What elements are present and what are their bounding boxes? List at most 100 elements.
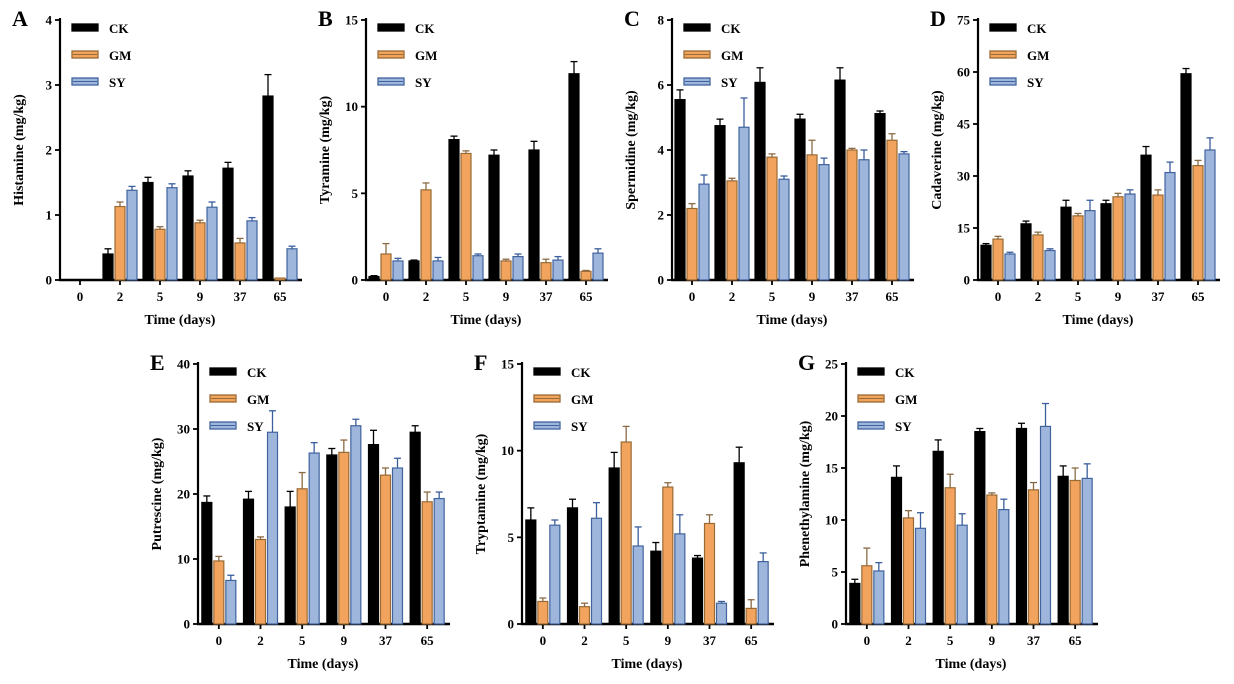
svg-text:2: 2: [423, 289, 430, 304]
svg-text:GM: GM: [1027, 48, 1049, 63]
svg-text:SY: SY: [1027, 75, 1044, 90]
svg-text:2: 2: [581, 633, 588, 648]
panel-letter-e: E: [150, 350, 165, 375]
svg-text:0: 0: [383, 289, 390, 304]
bottom-row: E 0 10 20 30 40 Putrescine (mg/kg) 0 2 5 9 37 65 Tim…: [148, 348, 1106, 682]
panel-letter-b: B: [318, 6, 333, 31]
svg-text:0: 0: [995, 289, 1002, 304]
svg-text:5: 5: [157, 289, 164, 304]
svg-text:9: 9: [503, 289, 510, 304]
svg-text:37: 37: [1152, 289, 1166, 304]
svg-text:0: 0: [46, 273, 53, 288]
svg-text:SY: SY: [721, 75, 738, 90]
chart-putrescine: 0 10 20 30 40 Putrescine (mg/kg) 0 2 5 9 37 65 Time …: [150, 357, 450, 672]
svg-text:37: 37: [846, 289, 860, 304]
svg-text:CK: CK: [415, 21, 435, 36]
svg-text:Time (days): Time (days): [1063, 313, 1134, 328]
svg-text:5: 5: [832, 565, 839, 580]
svg-text:37: 37: [540, 289, 554, 304]
panel-spermidine: C 0 2 4 6 8 Spermidine (mg/kg) 0 2 5 9 37 65 Time (d…: [622, 4, 922, 338]
svg-text:9: 9: [665, 633, 672, 648]
svg-text:Spermidine (mg/kg): Spermidine (mg/kg): [624, 90, 639, 210]
panel-letter-a: A: [12, 6, 28, 31]
svg-text:Time (days): Time (days): [612, 657, 683, 672]
panel-putrescine: E 0 10 20 30 40 Putrescine (mg/kg) 0 2 5 9 37 65 Tim…: [148, 348, 458, 682]
svg-text:5: 5: [299, 633, 306, 648]
chart-spermidine: 0 2 4 6 8 Spermidine (mg/kg) 0 2 5 9 37 65 Time (day…: [624, 13, 914, 328]
svg-text:Phenethylamine (mg/kg): Phenethylamine (mg/kg): [798, 420, 813, 567]
svg-text:0: 0: [658, 273, 665, 288]
svg-text:10: 10: [825, 513, 838, 528]
svg-text:37: 37: [234, 289, 248, 304]
svg-text:9: 9: [989, 633, 996, 648]
svg-text:65: 65: [745, 633, 759, 648]
svg-text:0: 0: [689, 289, 696, 304]
svg-text:GM: GM: [571, 392, 593, 407]
svg-text:0: 0: [508, 617, 515, 632]
svg-text:2: 2: [905, 633, 912, 648]
panel-letter-f: F: [474, 350, 488, 375]
svg-text:5: 5: [623, 633, 630, 648]
svg-text:0: 0: [964, 273, 971, 288]
chart-cadaverine: 0 15 30 45 60 75 Cadaverine (mg/kg) 0 2 5 9 37 65 Tim…: [930, 13, 1220, 328]
svg-text:0: 0: [540, 633, 547, 648]
svg-text:37: 37: [1027, 633, 1041, 648]
svg-text:2: 2: [117, 289, 124, 304]
svg-text:37: 37: [379, 633, 393, 648]
svg-text:Time (days): Time (days): [451, 313, 522, 328]
svg-text:65: 65: [274, 289, 288, 304]
svg-text:CK: CK: [721, 21, 741, 36]
svg-text:2: 2: [46, 143, 53, 158]
svg-text:Time (days): Time (days): [757, 313, 828, 328]
svg-text:CK: CK: [247, 365, 267, 380]
svg-text:5: 5: [947, 633, 954, 648]
svg-text:65: 65: [421, 633, 435, 648]
svg-text:SY: SY: [895, 419, 912, 434]
svg-text:Tyramine (mg/kg): Tyramine (mg/kg): [318, 96, 333, 205]
svg-text:15: 15: [957, 221, 971, 236]
svg-text:3: 3: [46, 78, 53, 93]
svg-text:40: 40: [177, 357, 190, 372]
chart-tyramine: 0 5 10 15 Tyramine (mg/kg) 0 2 5 9 37 65 Time (days…: [318, 13, 608, 328]
svg-text:2: 2: [729, 289, 736, 304]
svg-text:SY: SY: [109, 75, 126, 90]
svg-text:65: 65: [580, 289, 594, 304]
svg-text:65: 65: [886, 289, 900, 304]
svg-text:8: 8: [658, 13, 665, 28]
svg-text:30: 30: [957, 169, 970, 184]
svg-text:20: 20: [177, 487, 190, 502]
panel-phenethylamine: G 0 5 10 15 20 25 Phenethylamine (mg/kg) 0 2 5 9 37…: [796, 348, 1106, 682]
panel-tryptamine: F 0 5 10 15 Tryptamine (mg/kg) 0 2 5 9 37 65 Time (…: [472, 348, 782, 682]
svg-text:5: 5: [769, 289, 776, 304]
panel-letter-g: G: [798, 350, 816, 375]
svg-text:10: 10: [345, 99, 358, 114]
svg-text:75: 75: [957, 13, 971, 28]
svg-text:5: 5: [352, 186, 359, 201]
svg-text:4: 4: [46, 13, 53, 28]
top-row: A 0 1 2 3 4 Histamine (mg/kg) 0 2 5 9 37 65 Time (da…: [10, 4, 1228, 338]
svg-text:GM: GM: [247, 392, 269, 407]
svg-text:9: 9: [197, 289, 204, 304]
panel-histamine: A 0 1 2 3 4 Histamine (mg/kg) 0 2 5 9 37 65 Time (da…: [10, 4, 310, 338]
svg-text:Histamine (mg/kg): Histamine (mg/kg): [12, 94, 27, 206]
svg-text:CK: CK: [571, 365, 591, 380]
svg-text:5: 5: [1075, 289, 1082, 304]
svg-text:Time (days): Time (days): [145, 313, 216, 328]
svg-text:2: 2: [1035, 289, 1042, 304]
chart-tryptamine: 0 5 10 15 Tryptamine (mg/kg) 0 2 5 9 37 65 Time (da…: [474, 357, 774, 672]
svg-text:SY: SY: [415, 75, 432, 90]
svg-text:2: 2: [257, 633, 264, 648]
svg-text:0: 0: [184, 617, 191, 632]
svg-text:Time (days): Time (days): [936, 657, 1007, 672]
panel-cadaverine: D 0 15 30 45 60 75 Cadaverine (mg/kg) 0 2 5 9 37 65 T…: [928, 4, 1228, 338]
svg-text:0: 0: [352, 273, 359, 288]
svg-text:Putrescine (mg/kg): Putrescine (mg/kg): [150, 437, 165, 550]
svg-text:0: 0: [832, 617, 839, 632]
svg-text:CK: CK: [1027, 21, 1047, 36]
svg-text:0: 0: [216, 633, 223, 648]
svg-text:45: 45: [957, 117, 971, 132]
svg-text:6: 6: [658, 78, 665, 93]
svg-text:10: 10: [177, 552, 190, 567]
svg-text:CK: CK: [109, 21, 129, 36]
panel-letter-c: C: [624, 6, 640, 31]
